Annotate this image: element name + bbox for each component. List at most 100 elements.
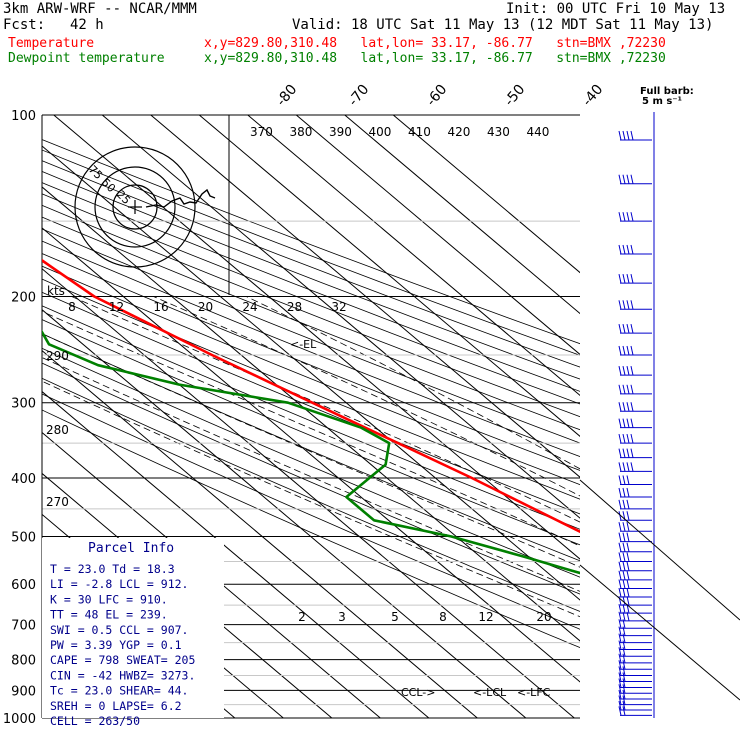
- theta-label: 440: [527, 125, 550, 139]
- wind-barb-flag: [626, 499, 630, 509]
- pressure-label-300: 300: [11, 397, 36, 412]
- dewpoint-location: x,y=829.80,310.48 lat,lon= 33.17, -86.77…: [204, 51, 666, 66]
- parcel-info-title: Parcel Info: [88, 541, 174, 556]
- pressure-label-200: 200: [11, 291, 36, 306]
- wind-barb-flag: [626, 418, 630, 428]
- hodograph-ring-label: 50: [99, 176, 118, 195]
- wind-speed-tick-label: 12: [109, 300, 124, 314]
- isotherm-line: [101, 115, 580, 519]
- wind-barb-flag: [618, 611, 622, 621]
- wind-barb-flag: [622, 604, 626, 614]
- isotherm-line: [247, 115, 580, 397]
- wind-barb-flag: [618, 433, 622, 444]
- wind-barb-flag: [622, 596, 626, 606]
- wind-barb-flag: [626, 561, 630, 571]
- mixing-ratio-label: 8: [439, 610, 447, 624]
- temperature-legend: Temperature: [8, 36, 95, 51]
- wind-barb-flag: [630, 448, 634, 458]
- wind-barb-flag: [618, 324, 622, 334]
- wind-barb-flag: [622, 448, 626, 458]
- isotherm-label: -80: [273, 82, 300, 110]
- mixing-ratio-label: 12: [478, 610, 493, 624]
- wind-barb-flag: [626, 433, 630, 444]
- wind-barb-flag: [622, 542, 626, 552]
- isotherm-label: -50: [501, 82, 528, 110]
- wind-barb-flag: [626, 324, 630, 334]
- wind-barb-flag: [618, 684, 622, 694]
- barb-legend-units: 5 m s⁻¹: [642, 96, 682, 107]
- pressure-label-900: 900: [11, 684, 36, 699]
- wind-barb-flag: [618, 418, 622, 428]
- wind-barb-flag: [630, 212, 634, 222]
- wind-barb-flag: [622, 532, 626, 542]
- wind-barb-flag: [626, 273, 630, 284]
- wind-barb-flag: [630, 384, 634, 394]
- isotherm-line: [344, 115, 580, 315]
- parcel-info-row: LI = -2.8 LCL = 912.: [50, 577, 188, 591]
- ccl-annotation: CCL->: [401, 686, 435, 699]
- forecast-hours: 42 h: [70, 17, 104, 33]
- barb-legend-title: Full barb:: [640, 86, 694, 97]
- wind-barb-flag: [618, 402, 622, 412]
- wind-barb-flag: [626, 130, 630, 141]
- wind-barb-flag: [622, 640, 626, 650]
- mixing-ratio-label: 5: [391, 610, 399, 624]
- init-time: Init: 00 UTC Fri 10 May 13: [506, 1, 726, 17]
- wind-barb-flag: [626, 212, 630, 222]
- wind-barb-flag: [622, 244, 626, 255]
- wind-barb-flag: [618, 300, 622, 310]
- wind-barb-flag: [626, 475, 630, 485]
- moist-adiabat: [71, 296, 580, 523]
- pressure-label-800: 800: [11, 654, 36, 669]
- temperature-profile: [42, 258, 580, 534]
- temperature-location: x,y=829.80,310.48 lat,lon= 33.17, -86.77…: [204, 36, 666, 51]
- wind-barb-flag: [618, 666, 622, 676]
- wind-barb-flag: [622, 384, 626, 394]
- wind-barb-flag: [622, 579, 626, 589]
- wind-barb-flag: [626, 596, 630, 606]
- wind-barb-flag: [622, 433, 626, 444]
- wind-speed-tick-label: 8: [68, 300, 76, 314]
- wind-barb-flag: [618, 561, 622, 571]
- wind-barb-flag: [626, 300, 630, 310]
- parcel-info-row: K = 30 LFC = 910.: [50, 592, 168, 606]
- wind-barb-flag: [618, 626, 622, 636]
- wind-barb-flag: [618, 700, 622, 711]
- hodograph-ring: [94, 166, 176, 248]
- wind-barb-flag: [626, 448, 630, 458]
- wind-barb-flag: [618, 130, 622, 141]
- wind-barb-flag: [622, 653, 626, 663]
- wind-barb-flag: [626, 244, 630, 255]
- el-annotation: <-EL: [290, 338, 317, 351]
- sounding-profiles: [42, 258, 580, 575]
- wind-barb-flag: [622, 689, 626, 700]
- wind-barb-flag: [626, 542, 630, 552]
- wind-barb-flag: [626, 570, 630, 580]
- wind-barb-flag: [622, 647, 626, 657]
- wind-barb-flag: [622, 561, 626, 571]
- wind-barb-flag: [630, 418, 634, 428]
- forecast-label: Fcst:: [3, 17, 46, 33]
- valid-time: Valid: 18 UTC Sat 11 May 13 (12 MDT Sat …: [292, 17, 714, 33]
- wind-barb-flag: [622, 678, 626, 688]
- isotherm-line: [42, 145, 580, 601]
- wind-barb-flag: [626, 587, 630, 598]
- wind-barb-flag: [622, 706, 626, 716]
- wind-barb-flag: [622, 570, 626, 580]
- wind-barb-flag: [622, 499, 626, 509]
- wind-barb-flag: [626, 552, 630, 562]
- wind-barb-flag: [618, 244, 622, 255]
- hodograph-ring-label: 75: [86, 163, 105, 182]
- wind-barb-flag: [618, 647, 622, 657]
- wind-barb-flag: [630, 433, 634, 444]
- wind-barb-flag: [618, 174, 622, 184]
- wind-speed-tick-label: 32: [331, 300, 346, 314]
- pressure-label-700: 700: [11, 619, 36, 634]
- isotherm-line: [150, 115, 580, 478]
- wind-speed-tick-label: 24: [242, 300, 257, 314]
- wind-barb-flag: [622, 626, 626, 636]
- wind-barb-flag: [618, 273, 622, 284]
- wind-barb-flag: [618, 672, 622, 682]
- wind-barb-flag: [618, 633, 622, 643]
